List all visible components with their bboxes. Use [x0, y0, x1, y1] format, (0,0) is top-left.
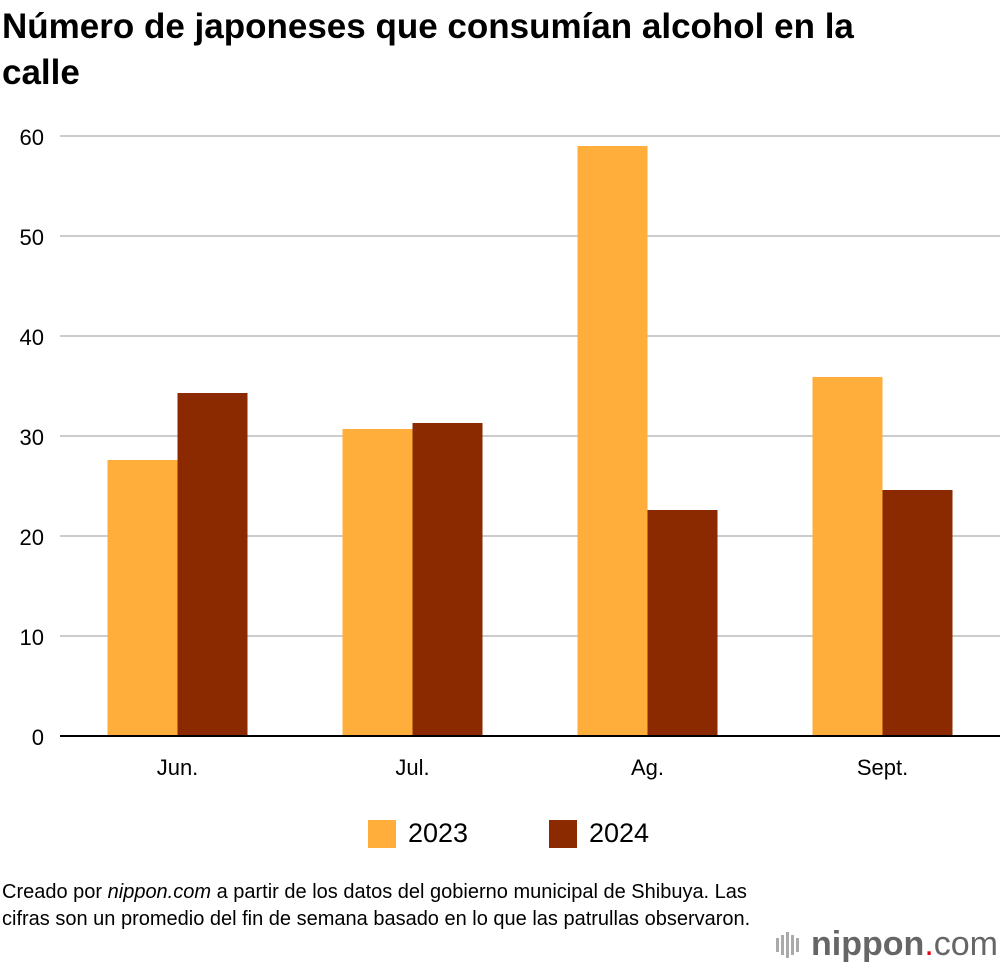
legend-item: 2023: [368, 818, 468, 849]
x-tick-label: Sept.: [857, 755, 908, 780]
y-tick-label: 0: [32, 725, 44, 750]
bar-2024: [882, 490, 953, 736]
y-tick-label: 60: [20, 125, 44, 150]
legend-item: 2024: [549, 818, 649, 849]
y-tick-label: 30: [20, 425, 44, 450]
bar-2023: [107, 460, 178, 736]
logo-tld: com: [933, 925, 998, 963]
y-tick-label: 40: [20, 325, 44, 350]
source-note: Creado por nippon.com a partir de los da…: [2, 879, 782, 933]
note-suffix: a partir de los datos del gobierno munic…: [2, 881, 751, 930]
chart-title: Número de japoneses que consumían alcoho…: [2, 7, 854, 92]
note-source: nippon.com: [107, 881, 212, 903]
legend-swatch: [549, 819, 577, 848]
x-tick-label: Ag.: [631, 755, 664, 780]
bar-chart: 0 10 20 30 40 50 60 Jun. Jul. Ag. Sept.: [20, 125, 1000, 780]
note-prefix: Creado por: [2, 881, 108, 903]
x-tick-label: Jul.: [395, 755, 429, 780]
logo-name: nippon: [811, 925, 925, 963]
y-tick-label: 50: [20, 225, 44, 250]
legend-swatch: [368, 819, 396, 848]
y-tick-label: 20: [20, 525, 44, 550]
legend-label: 2024: [589, 818, 650, 848]
bar-2023: [342, 429, 413, 736]
bar-2023: [812, 377, 883, 736]
bar-2024: [412, 423, 483, 736]
logo-dot: .: [924, 925, 934, 963]
nippon-logo: nippon. com: [776, 925, 998, 964]
legend-label: 2023: [408, 818, 469, 848]
y-tick-label: 10: [20, 625, 44, 650]
bar-2024: [177, 393, 248, 736]
bar-2024: [647, 510, 718, 736]
bar-2023: [577, 146, 648, 736]
x-tick-label: Jun.: [157, 755, 199, 780]
logo-bars-icon: [776, 931, 801, 958]
